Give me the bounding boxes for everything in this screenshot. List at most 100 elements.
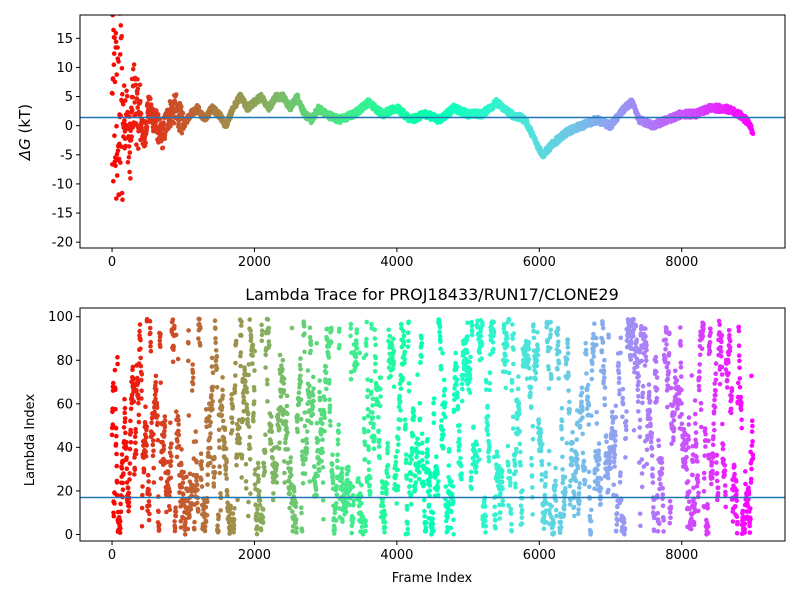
lambda-point	[128, 430, 133, 435]
lambda-point	[339, 466, 345, 472]
lambda-point	[302, 423, 308, 429]
lambda-point	[334, 483, 339, 489]
lambda-point	[406, 338, 411, 344]
lambda-point	[287, 491, 293, 497]
lambda-point	[147, 492, 152, 497]
lambda-point	[307, 394, 312, 400]
lambda-point	[194, 472, 200, 478]
delta-g-point	[171, 120, 177, 126]
delta-g-point	[114, 123, 119, 129]
lambda-point	[292, 513, 297, 519]
lambda-point	[153, 387, 159, 392]
lambda-point	[255, 460, 261, 466]
lambda-point	[297, 362, 303, 368]
lambda-point	[152, 409, 157, 415]
lambda-point	[304, 450, 310, 455]
lambda-point	[210, 384, 216, 390]
lambda-point	[405, 521, 410, 526]
lambda-point	[395, 484, 401, 489]
lambda-point	[145, 472, 151, 478]
lambda-point	[114, 433, 119, 439]
lambda-point	[211, 475, 217, 480]
lambda-point	[322, 415, 328, 421]
delta-g-point	[162, 136, 168, 141]
lambda-point	[377, 437, 382, 443]
lambda-point	[112, 367, 118, 373]
lambda-point	[369, 322, 374, 327]
lambda-point	[172, 525, 178, 531]
lambda-point	[411, 433, 416, 439]
lambda-point	[330, 480, 336, 486]
lambda-point	[291, 489, 297, 494]
lambda-point	[204, 513, 210, 518]
lambda-point	[298, 367, 303, 372]
lambda-point	[445, 528, 450, 534]
lambda-point	[370, 410, 375, 415]
lambda-point	[346, 464, 351, 470]
lambda-point	[128, 406, 134, 412]
lambda-point	[175, 356, 181, 362]
delta-g-point	[114, 151, 120, 157]
lambda-point	[220, 393, 226, 399]
y-tick-label: -15	[52, 207, 73, 222]
lambda-point	[419, 431, 425, 437]
lambda-point	[147, 325, 153, 331]
lambda-point	[150, 453, 156, 459]
lambda-point	[412, 486, 418, 492]
delta-g-point	[133, 82, 139, 88]
lambda-point	[252, 387, 257, 393]
lambda-point	[208, 445, 213, 451]
lambda-point	[395, 467, 401, 473]
lambda-point	[138, 363, 144, 369]
lambda-point	[302, 410, 308, 415]
y-tick-label: 0	[65, 119, 73, 134]
lambda-point	[125, 485, 131, 491]
lambda-point	[417, 416, 423, 422]
lambda-point	[146, 517, 152, 523]
lambda-point	[390, 366, 396, 372]
delta-g-point	[115, 148, 121, 153]
lambda-point	[189, 388, 195, 393]
lambda-point	[207, 414, 212, 419]
delta-g-point	[161, 122, 167, 127]
delta-g-point	[283, 95, 288, 100]
lambda-point	[216, 438, 222, 443]
lambda-point	[186, 413, 192, 418]
lambda-point	[444, 518, 449, 524]
lambda-point	[330, 452, 335, 458]
lambda-point	[430, 510, 436, 516]
lambda-point	[354, 346, 360, 351]
lambda-point	[115, 361, 120, 367]
lambda-point	[430, 516, 435, 521]
lambda-point	[372, 327, 378, 333]
lambda-point	[317, 468, 322, 474]
lambda-point	[207, 460, 213, 466]
lambda-point	[332, 510, 338, 516]
lambda-point	[162, 424, 168, 430]
lambda-point	[320, 421, 325, 427]
lambda-point	[185, 526, 191, 532]
lambda-point	[232, 383, 238, 388]
lambda-point	[304, 440, 310, 446]
lambda-point	[132, 455, 137, 460]
lambda-point	[405, 330, 411, 336]
lambda-point	[351, 498, 357, 504]
lambda-point	[426, 502, 432, 508]
lambda-point	[425, 453, 431, 458]
lambda-point	[413, 480, 419, 485]
delta-g-point	[115, 45, 120, 50]
lambda-point	[205, 450, 211, 456]
lambda-point	[237, 436, 242, 441]
lambda-point	[147, 318, 153, 324]
lambda-point	[326, 355, 332, 360]
y-tick-label: 15	[56, 32, 73, 47]
lambda-point	[451, 517, 456, 523]
lambda-point	[304, 436, 309, 442]
lambda-point	[430, 521, 436, 527]
lambda-point	[186, 340, 191, 346]
lambda-point	[263, 352, 269, 358]
lambda-point	[307, 383, 312, 389]
delta-g-point	[112, 79, 118, 85]
lambda-point	[182, 523, 188, 529]
lambda-point	[234, 462, 239, 468]
